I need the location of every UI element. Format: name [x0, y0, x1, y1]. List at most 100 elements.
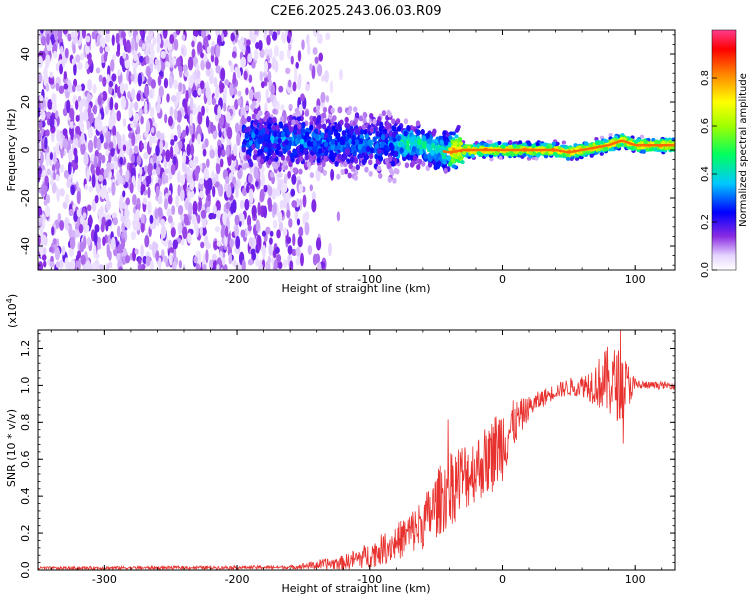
- spectrogram-cell: [198, 190, 204, 199]
- spectrogram-cell: [112, 217, 118, 226]
- spectrogram-cell: [133, 213, 138, 223]
- spectrogram-cell: [267, 185, 273, 197]
- spectrogram-cell: [117, 172, 121, 186]
- spectrogram-cell: [69, 236, 76, 250]
- spectrogram-cell: [137, 257, 142, 265]
- spectrogram-cell: [99, 36, 104, 47]
- colorbar-tick-label: 0.0: [700, 262, 711, 278]
- spectrogram-cell: [361, 159, 366, 166]
- spectrogram-cell: [55, 261, 60, 268]
- spectrogram-cell: [309, 124, 314, 131]
- spectrogram-cell: [217, 183, 224, 197]
- spectrogram-cell: [173, 38, 179, 51]
- spectrogram-cell: [263, 205, 268, 219]
- spectrogram-cell: [336, 173, 341, 180]
- spectrogram-cell: [99, 133, 104, 144]
- spectrogram-cell: [142, 197, 148, 205]
- spectrogram-cell: [134, 248, 139, 255]
- spectrogram-cell: [505, 152, 510, 157]
- spectrogram-cell: [312, 154, 317, 161]
- spectrogram-cell: [170, 95, 177, 103]
- spectrogram-cell: [220, 67, 226, 82]
- spectrogram-cell: [152, 37, 157, 46]
- spectrogram-cell: [494, 151, 500, 156]
- spectrogram-cell: [205, 106, 209, 113]
- spectrogram-cell: [309, 63, 313, 72]
- spectrogram-cell: [143, 165, 149, 173]
- spectrogram-cell: [339, 69, 343, 81]
- spectrogram-cell: [54, 247, 61, 261]
- spectrogram-cell: [168, 75, 173, 89]
- spectrogram-cell: [312, 140, 318, 147]
- spectrogram-cell: [291, 200, 297, 208]
- spectrogram-cell: [160, 50, 166, 59]
- spectrogram-cell: [603, 147, 609, 152]
- spectrogram-cell: [203, 168, 210, 181]
- spectrogram-cell: [55, 82, 60, 92]
- spectrogram-cell: [374, 143, 379, 150]
- spectrogram-cell: [205, 249, 209, 264]
- spectrogram-cell: [137, 178, 142, 193]
- spectrogram-cell: [181, 34, 186, 41]
- spectrogram-cell: [259, 71, 264, 82]
- spectrogram-cell: [93, 104, 98, 115]
- spectrogram-cell: [295, 257, 301, 266]
- spectrogram-cell: [589, 153, 594, 158]
- spectrogram-cell: [255, 42, 260, 50]
- spectrogram-cell: [345, 143, 351, 150]
- spectrogram-cell: [258, 123, 263, 130]
- spectrogram-cell: [344, 116, 349, 123]
- y-tick-label: 0: [19, 147, 32, 154]
- spectrogram-cell: [151, 168, 157, 176]
- spectrogram-cell: [336, 143, 341, 150]
- spectrogram-cell: [508, 150, 514, 155]
- spectrogram-cell: [337, 106, 343, 114]
- spectrogram-cell: [74, 229, 81, 238]
- spectrogram-cell: [91, 174, 96, 188]
- spectrogram-cell: [515, 144, 521, 149]
- spectrogram-cell: [304, 154, 309, 161]
- spectrogram-cell: [345, 148, 351, 155]
- spectrogram-cell: [160, 225, 167, 239]
- spectrogram-cell: [313, 128, 319, 135]
- spectrogram-cell: [207, 193, 211, 202]
- spectrogram-cell: [303, 142, 308, 149]
- spectrogram-cell: [287, 245, 293, 255]
- spectrogram-cell: [86, 204, 92, 212]
- spectrogram-cell: [248, 161, 254, 168]
- spectrogram-cell: [225, 144, 230, 157]
- spectrogram-cell: [182, 226, 188, 240]
- spectrogram-cell: [224, 225, 229, 238]
- spectrogram-cell: [87, 139, 94, 153]
- spectrogram-cell: [217, 105, 222, 119]
- spectrogram-cell: [498, 155, 503, 160]
- spectrogram-cell: [279, 50, 285, 61]
- spectrogram-cell: [54, 110, 59, 119]
- spectrogram-cell: [354, 112, 360, 119]
- spectrogram-cell: [350, 144, 355, 151]
- spectrogram-cell: [531, 151, 537, 156]
- spectrogram-cell: [151, 135, 157, 144]
- spectrogram-cell: [168, 49, 173, 63]
- spectrogram-cell: [104, 33, 111, 43]
- spectrogram-cell: [64, 217, 69, 231]
- spectrogram-cell: [237, 169, 243, 180]
- spectrogram-cell: [534, 156, 539, 161]
- spectrogram-cell: [225, 201, 231, 210]
- spectrogram-cell: [325, 95, 330, 103]
- spectrogram-cell: [320, 91, 326, 104]
- spectrogram-cell: [134, 101, 139, 112]
- spectrogram-cell: [457, 152, 462, 157]
- spectrogram-cell: [164, 198, 168, 210]
- spectrogram-cell: [87, 216, 93, 226]
- spectrogram-cell: [45, 194, 51, 204]
- colorbar-label: Normalized spectral amplitude: [738, 73, 749, 227]
- spectrogram-cell: [73, 147, 78, 157]
- spectrogram-cell: [267, 123, 272, 130]
- spectrogram-cell: [551, 141, 557, 146]
- spectrogram-cell: [38, 148, 41, 160]
- spectrogram-cell: [94, 224, 100, 233]
- spectrogram-cell: [406, 124, 411, 131]
- spectrogram-cell: [158, 257, 162, 270]
